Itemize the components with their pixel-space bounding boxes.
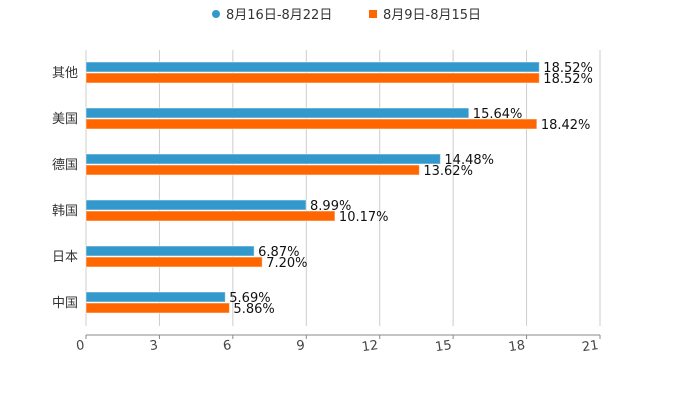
category-label: 德国 bbox=[52, 158, 78, 173]
legend-label: 8月16日-8月22日 bbox=[226, 8, 333, 23]
x-tick-label: 15 bbox=[434, 338, 452, 355]
value-axis: 0 3 6 9 12 15 18 21 bbox=[75, 334, 601, 355]
value-label: 8.99% bbox=[310, 199, 351, 214]
bar[interactable] bbox=[85, 107, 470, 119]
category-label: 日本 bbox=[52, 250, 78, 265]
value-label: 15.64% bbox=[473, 107, 523, 122]
x-tick-label: 0 bbox=[75, 338, 85, 354]
x-tick-label: 21 bbox=[581, 338, 599, 355]
chart-legend: 8月16日-8月22日 8月9日-8月15日 bbox=[0, 4, 700, 24]
bars: 18.52%18.52% 15.64% 18.42% 14.48%13.62% 8.99… bbox=[85, 61, 593, 317]
category-label: 中国 bbox=[52, 296, 78, 311]
value-label: 7.20% bbox=[266, 256, 307, 271]
bar[interactable] bbox=[85, 291, 226, 303]
x-tick-label: 6 bbox=[222, 338, 232, 354]
gridlines bbox=[85, 50, 601, 326]
x-tick-label: 9 bbox=[296, 338, 306, 354]
legend-circle-icon bbox=[212, 9, 220, 18]
category-label: 韩国 bbox=[52, 204, 78, 219]
bar[interactable] bbox=[85, 256, 263, 268]
value-label: 14.48% bbox=[444, 153, 494, 168]
legend-item-series-a[interactable]: 8月16日-8月22日 bbox=[212, 4, 332, 23]
x-tick-label: 3 bbox=[149, 338, 159, 354]
bar[interactable] bbox=[85, 245, 255, 257]
value-label: 5.86% bbox=[233, 302, 274, 317]
legend-label: 8月9日-8月15日 bbox=[383, 8, 482, 23]
bar[interactable] bbox=[85, 61, 540, 73]
bar[interactable] bbox=[85, 302, 230, 314]
value-label: 18.52% bbox=[543, 72, 593, 87]
x-tick-label: 18 bbox=[508, 338, 526, 355]
value-label: 5.69% bbox=[229, 291, 270, 306]
bar[interactable] bbox=[85, 199, 307, 211]
value-label: 18.52% bbox=[543, 61, 593, 76]
bar[interactable] bbox=[85, 210, 336, 222]
bar[interactable] bbox=[85, 72, 540, 84]
value-label: 13.62% bbox=[423, 164, 473, 179]
category-label: 其他 bbox=[52, 66, 78, 81]
bar[interactable] bbox=[85, 164, 420, 176]
category-label: 美国 bbox=[52, 112, 78, 127]
legend-square-icon bbox=[369, 9, 377, 18]
value-label: 18.42% bbox=[541, 118, 591, 133]
x-tick-label: 12 bbox=[361, 338, 379, 355]
value-label: 10.17% bbox=[339, 210, 389, 225]
bar[interactable] bbox=[85, 118, 538, 130]
bar[interactable] bbox=[85, 153, 441, 165]
value-label: 6.87% bbox=[258, 245, 299, 260]
legend-item-series-b[interactable]: 8月9日-8月15日 bbox=[369, 4, 481, 23]
